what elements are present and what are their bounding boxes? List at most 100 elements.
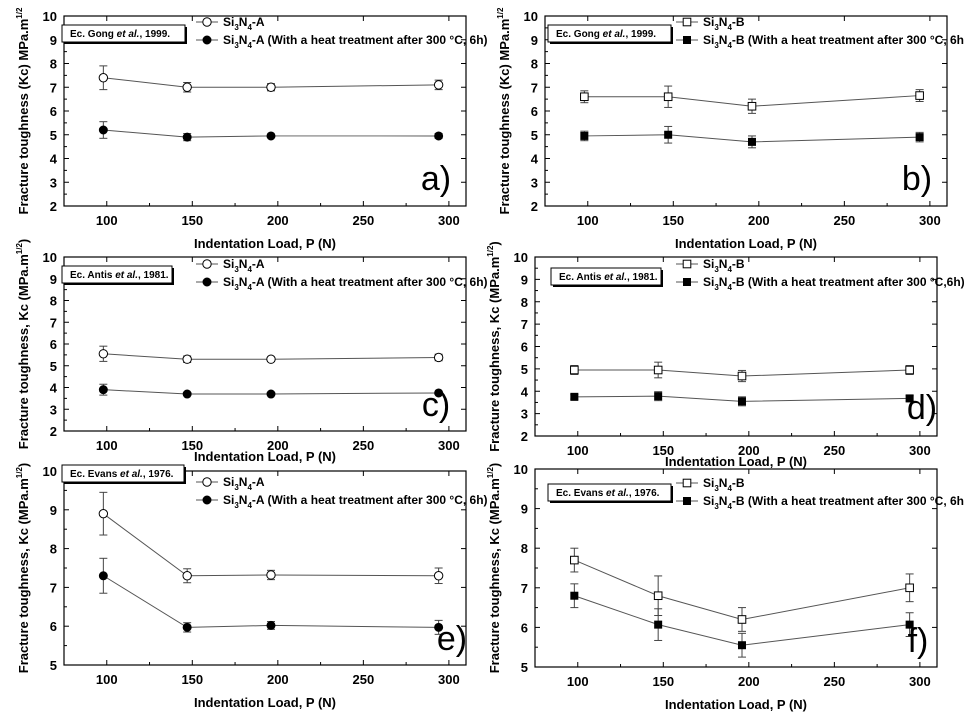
x-tick-label: 100	[567, 443, 589, 458]
data-point	[580, 131, 589, 140]
series-untreated	[98, 491, 444, 585]
legend-label: Si3N4-A	[223, 475, 265, 492]
y-tick-label: 9	[50, 33, 57, 48]
source-box	[550, 267, 662, 286]
y-tick-label: 8	[50, 57, 57, 72]
data-point	[98, 349, 109, 359]
series-line	[103, 575, 439, 628]
series-heat-treated	[98, 383, 444, 399]
data-point	[654, 392, 663, 401]
x-axis-label: Indentation Load, P (N)	[194, 695, 336, 710]
legend-marker	[683, 278, 691, 286]
series-untreated	[570, 547, 914, 632]
y-tick-label: 9	[50, 272, 57, 287]
x-tick-label: 150	[652, 674, 674, 689]
y-tick-label: 5	[521, 362, 528, 377]
series-line	[103, 389, 439, 395]
x-tick-label: 300	[909, 674, 931, 689]
y-tick-label: 7	[50, 80, 57, 95]
data-point	[915, 91, 924, 100]
y-axis-label: Fracture toughness (Kc) MPa.m1/2	[496, 7, 512, 214]
legend-marker	[682, 478, 692, 488]
data-point	[266, 570, 276, 580]
source-text: Ec. Evans et al., 1976.	[70, 469, 174, 480]
panel-e: 100 150 200 250 300 5 6 7 8 9 10 Indentation Load, …	[15, 463, 488, 710]
x-tick-label: 250	[824, 674, 846, 689]
y-tick-label: 4	[521, 384, 529, 399]
legend-marker	[202, 17, 212, 27]
y-axis-label: Fracture toughness, Kc (MPa.m1/2)	[486, 463, 502, 674]
y-tick-label: 2	[531, 199, 538, 214]
y-tick-label: 8	[521, 541, 528, 556]
data-point	[570, 365, 579, 375]
data-point	[266, 82, 276, 92]
data-point	[182, 622, 192, 632]
source-text: Ec. Evans et al., 1976.	[556, 488, 660, 499]
y-tick-label: 7	[531, 80, 538, 95]
data-point	[905, 620, 914, 629]
y-tick-label: 8	[50, 294, 57, 309]
y-axis-label: Fracture toughness, Kc (MPa.m1/2)	[15, 239, 31, 450]
series-line	[103, 353, 439, 360]
y-tick-label: 4	[50, 152, 58, 167]
series-line	[103, 513, 439, 577]
data-point	[182, 82, 192, 92]
data-point	[737, 641, 746, 650]
legend-marker	[202, 35, 212, 45]
panel-letter: f)	[908, 622, 929, 660]
y-tick-label: 7	[50, 580, 57, 595]
y-tick-label: 6	[521, 340, 528, 355]
x-tick-label: 150	[181, 438, 203, 453]
x-tick-label: 100	[96, 672, 118, 687]
x-tick-label: 300	[909, 443, 931, 458]
source-text: Ec. Gong et al., 1999.	[70, 29, 170, 40]
data-point	[433, 571, 444, 581]
data-point	[570, 591, 579, 600]
data-point	[266, 354, 276, 364]
y-tick-label: 2	[50, 199, 57, 214]
legend-label: Si3N4-A (With a heat treatment after 300…	[223, 493, 488, 510]
y-tick-label: 5	[531, 128, 538, 143]
data-point	[737, 397, 746, 406]
data-point	[266, 389, 276, 399]
legend-marker	[683, 497, 691, 505]
y-tick-label: 4	[50, 381, 58, 396]
panel-letter: e)	[437, 620, 467, 658]
panel-letter: b)	[902, 160, 932, 198]
x-axis-label: Indentation Load, P (N)	[194, 236, 336, 251]
legend-label: Si3N4-B	[703, 257, 745, 274]
x-tick-label: 150	[652, 443, 674, 458]
y-tick-label: 4	[531, 152, 539, 167]
data-point	[182, 132, 192, 142]
x-axis-label: Indentation Load, P (N)	[665, 454, 807, 469]
data-point	[654, 620, 663, 629]
y-tick-label: 7	[521, 581, 528, 596]
source-reference: Ec. Gong et al., 1999.	[61, 24, 187, 44]
y-tick-label: 8	[521, 295, 528, 310]
x-axis-label: Indentation Load, P (N)	[675, 236, 817, 251]
x-tick-label: 250	[834, 213, 856, 228]
data-point	[737, 371, 747, 381]
y-tick-label: 7	[521, 317, 528, 332]
legend-label: Si3N4-A	[223, 15, 265, 32]
legend-marker	[682, 17, 692, 27]
data-point	[98, 73, 109, 83]
series-heat-treated	[98, 557, 444, 635]
x-tick-label: 200	[748, 213, 770, 228]
source-text: Ec. Gong et al., 1999.	[556, 29, 656, 40]
series-untreated	[98, 345, 444, 364]
source-reference: Ec. Gong et al., 1999.	[547, 24, 673, 44]
legend-label: Si3N4-B (With a heat treatment after 300…	[703, 275, 964, 292]
data-point	[570, 555, 579, 565]
y-tick-label: 2	[521, 429, 528, 444]
panel-c: 100 150 200 250 300 2 3 4 5 6 7 8 9 10 Indentation Loa…	[15, 239, 488, 464]
x-tick-label: 250	[824, 443, 846, 458]
source-box	[61, 464, 185, 483]
y-tick-label: 6	[50, 337, 57, 352]
x-tick-label: 150	[181, 213, 203, 228]
y-tick-label: 9	[521, 502, 528, 517]
data-point	[182, 389, 192, 399]
data-point	[905, 365, 914, 375]
